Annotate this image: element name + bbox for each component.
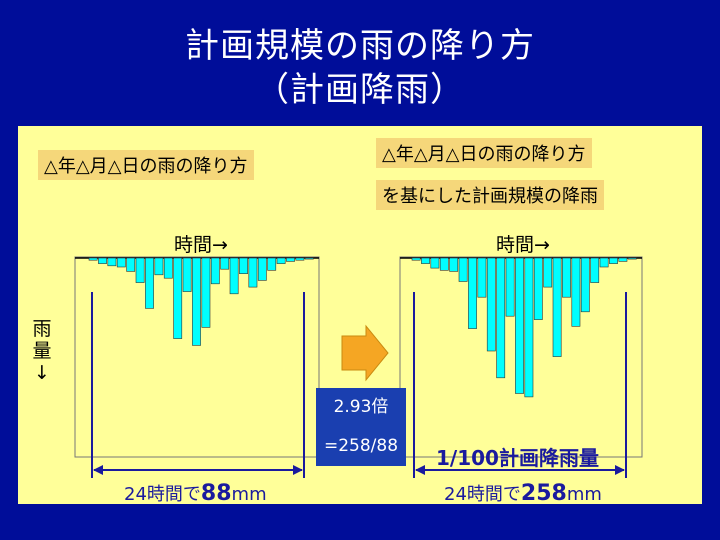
left-rain-bar-11 bbox=[182, 257, 192, 292]
right-time-axis-label: 時間→ bbox=[496, 234, 550, 256]
left-rain-bar-12 bbox=[192, 257, 201, 346]
right-total-label: 24時間で258mm bbox=[444, 480, 602, 506]
left-rain-bar-10 bbox=[173, 257, 183, 339]
right-rain-bar-23 bbox=[618, 257, 628, 262]
rain-axis-label: 雨 量 ↓ bbox=[30, 318, 54, 384]
right-total-unit: mm bbox=[566, 484, 602, 505]
right-rain-bar-21 bbox=[599, 257, 609, 268]
left-rain-bar-1 bbox=[88, 257, 98, 261]
left-rain-bar-20 bbox=[267, 257, 277, 271]
rain-axis-char-2: 量 bbox=[32, 340, 52, 362]
right-rain-bar-2 bbox=[421, 257, 430, 264]
left-rain-bar-24 bbox=[304, 257, 314, 260]
right-rain-bar-24 bbox=[627, 257, 637, 260]
right-rain-bar-13 bbox=[524, 257, 534, 398]
left-rain-bar-23 bbox=[295, 257, 305, 261]
left-total-prefix: 24時間で bbox=[124, 484, 201, 505]
left-chart-frame bbox=[74, 256, 320, 458]
left-hyetograph bbox=[74, 256, 320, 458]
right-rain-bar-10 bbox=[496, 257, 506, 379]
right-rain-bar-7 bbox=[468, 257, 477, 329]
right-rain-bar-6 bbox=[458, 257, 468, 282]
ratio-multiplier: 2.93倍 bbox=[333, 397, 389, 417]
left-rain-bar-19 bbox=[257, 257, 267, 281]
right-chart-frame bbox=[399, 256, 643, 458]
left-total-unit: mm bbox=[231, 484, 267, 505]
title-line-1: 計画規模の雨の降り方 bbox=[185, 26, 535, 66]
title-line-2: （計画降雨） bbox=[255, 70, 465, 110]
right-total-prefix: 24時間で bbox=[444, 484, 521, 505]
right-caption-line-1: △年△月△日の雨の降り方 bbox=[376, 138, 592, 168]
left-rain-bar-9 bbox=[163, 257, 173, 279]
left-rain-bar-4 bbox=[116, 257, 126, 268]
left-rain-bar-22 bbox=[286, 257, 295, 262]
left-rain-bar-17 bbox=[239, 257, 248, 274]
left-rain-bar-16 bbox=[229, 257, 239, 295]
left-rain-bar-5 bbox=[126, 257, 136, 272]
left-rain-bar-13 bbox=[201, 257, 211, 328]
left-total-value: 88 bbox=[200, 481, 232, 506]
left-rain-bar-15 bbox=[220, 257, 230, 270]
right-rain-bar-20 bbox=[590, 257, 600, 283]
right-arrow-icon bbox=[341, 324, 389, 382]
rain-axis-char-3: ↓ bbox=[34, 362, 50, 384]
right-rain-bar-11 bbox=[505, 257, 515, 317]
right-rain-bar-4 bbox=[439, 257, 449, 271]
right-rain-bar-15 bbox=[543, 257, 553, 288]
rain-axis-char-1: 雨 bbox=[32, 318, 52, 340]
right-caption-line-2: を基にした計画規模の降雨 bbox=[376, 180, 604, 210]
right-rain-bar-9 bbox=[486, 257, 496, 352]
right-rain-bar-1 bbox=[411, 257, 421, 261]
right-total-value: 258 bbox=[520, 481, 567, 506]
right-rain-bar-5 bbox=[449, 257, 459, 272]
plan-rainfall-label: 1/100計画降雨量 bbox=[436, 446, 599, 470]
left-rain-bar-3 bbox=[107, 257, 117, 267]
right-rain-bar-22 bbox=[609, 257, 618, 264]
right-rain-bar-17 bbox=[562, 257, 571, 298]
right-rain-bar-16 bbox=[552, 257, 562, 357]
left-time-axis-label: 時間→ bbox=[174, 234, 228, 256]
right-rain-bar-3 bbox=[430, 257, 440, 269]
right-rain-bar-14 bbox=[533, 257, 543, 320]
left-rain-bar-7 bbox=[145, 257, 154, 309]
left-rain-bar-14 bbox=[210, 257, 220, 285]
left-rain-bar-8 bbox=[154, 257, 164, 276]
right-hyetograph bbox=[399, 256, 643, 458]
ratio-formula: =258/88 bbox=[323, 436, 399, 456]
left-rain-bar-2 bbox=[98, 257, 107, 264]
ratio-box: 2.93倍 =258/88 bbox=[316, 388, 406, 466]
left-rain-bar-18 bbox=[248, 257, 258, 288]
right-rain-bar-18 bbox=[571, 257, 581, 327]
right-rain-bar-19 bbox=[580, 257, 590, 313]
left-rain-bar-6 bbox=[135, 257, 145, 283]
right-rain-bar-8 bbox=[477, 257, 487, 298]
left-rain-bar-21 bbox=[276, 257, 286, 264]
left-total-label: 24時間で88mm bbox=[124, 480, 267, 506]
left-caption: △年△月△日の雨の降り方 bbox=[38, 150, 254, 180]
right-rain-bar-12 bbox=[515, 257, 524, 394]
